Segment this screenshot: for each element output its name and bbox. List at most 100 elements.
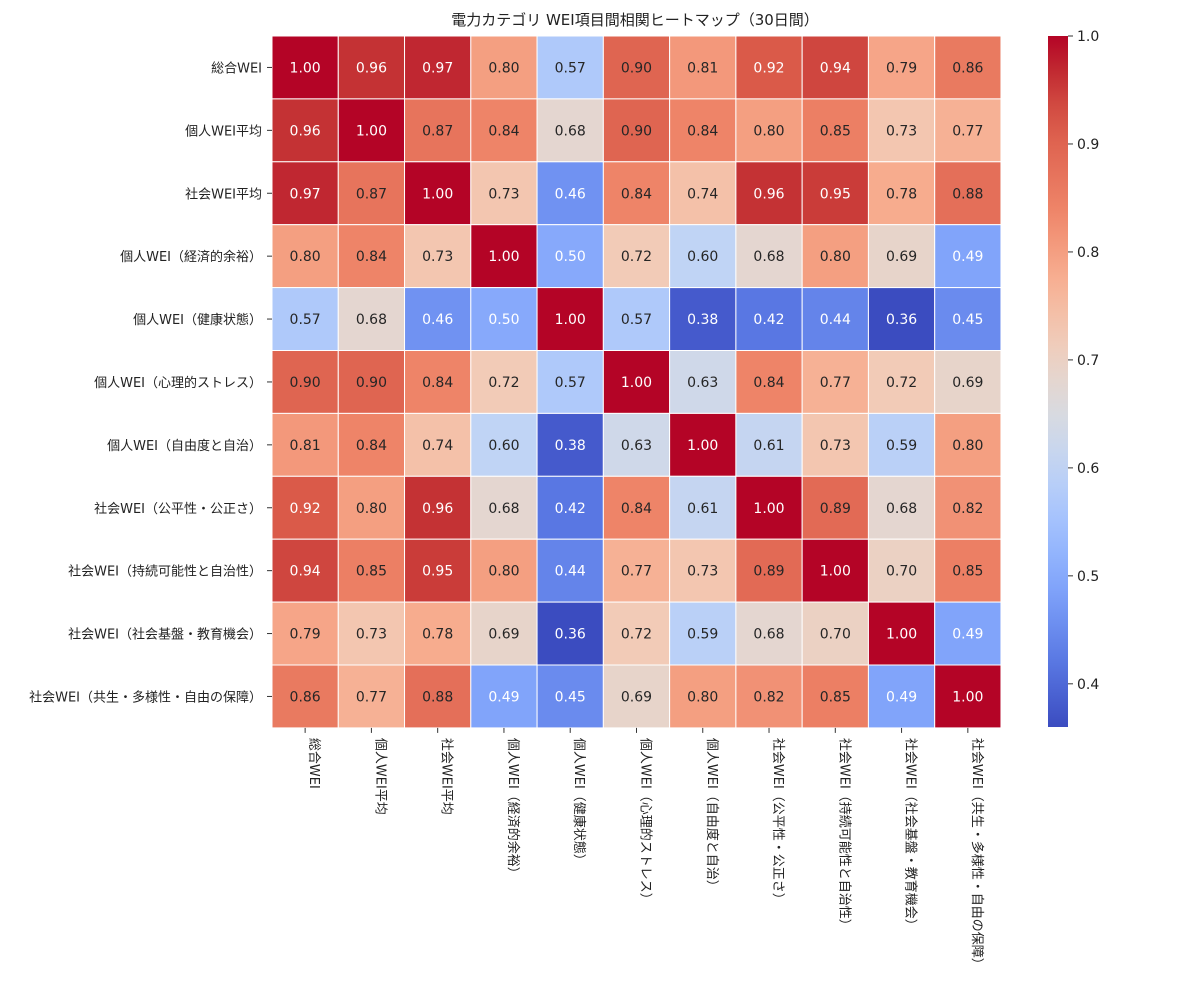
cell-value-label: 0.77 bbox=[952, 123, 983, 139]
heatmap-cell bbox=[867, 350, 936, 414]
heatmap-cell bbox=[536, 475, 604, 540]
heatmap-cell bbox=[602, 538, 671, 603]
x-axis-labels: 総合WEI 個人WEI平均 社会WEI平均 個人WEI（経済的余裕） 個人WEI（健康状… bbox=[304, 727, 985, 971]
cell-value-label: 0.90 bbox=[356, 375, 387, 391]
cell-value-label: 0.63 bbox=[687, 375, 718, 391]
cell-value-label: 0.46 bbox=[422, 312, 453, 328]
y-tick-label: 個人WEI平均 bbox=[185, 124, 262, 139]
cell-value-label: 0.69 bbox=[886, 249, 917, 265]
x-tick-label: 社会WEI（公平性・公正さ） bbox=[770, 738, 786, 906]
heatmap-cell bbox=[669, 538, 737, 603]
colorbar-tick-label: 0.8 bbox=[1077, 245, 1099, 261]
colorbar-tick-label: 0.7 bbox=[1077, 353, 1099, 369]
cell-value-label: 1.00 bbox=[687, 438, 718, 454]
heatmap-cell bbox=[735, 475, 803, 540]
heatmap-cell bbox=[669, 98, 737, 163]
cell-value-label: 0.92 bbox=[290, 501, 321, 517]
heatmap-cell bbox=[867, 475, 936, 540]
cell-value-label: 0.72 bbox=[621, 249, 652, 265]
heatmap-cell bbox=[735, 664, 803, 729]
heatmap-cell bbox=[867, 538, 936, 603]
heatmap-cell bbox=[735, 350, 803, 414]
cell-value-label: 0.36 bbox=[555, 627, 586, 643]
x-tick-label: 個人WEI（自由度と自治） bbox=[704, 738, 720, 893]
heatmap-cell bbox=[337, 224, 406, 289]
cell-value-label: 0.86 bbox=[290, 689, 321, 705]
heatmap-cell bbox=[934, 98, 1002, 163]
heatmap-cell bbox=[404, 161, 472, 226]
cell-value-label: 1.00 bbox=[886, 627, 917, 643]
cell-value-label: 0.79 bbox=[886, 60, 917, 76]
heatmap-cell bbox=[271, 538, 339, 603]
cell-value-label: 0.80 bbox=[356, 501, 387, 517]
heatmap-cell bbox=[801, 287, 869, 352]
cell-value-label: 0.79 bbox=[290, 627, 321, 643]
cell-value-label: 0.80 bbox=[290, 249, 321, 265]
cell-value-label: 0.44 bbox=[820, 312, 851, 328]
heatmap-cell bbox=[536, 161, 604, 226]
heatmap-cell bbox=[271, 98, 339, 163]
cell-value-label: 0.57 bbox=[621, 312, 652, 328]
cell-value-label: 0.87 bbox=[422, 123, 453, 139]
cell-value-label: 0.88 bbox=[952, 186, 983, 202]
cell-value-label: 0.84 bbox=[753, 375, 784, 391]
cell-value-label: 0.50 bbox=[555, 249, 586, 265]
heatmap-cell bbox=[602, 412, 671, 477]
cell-value-label: 0.69 bbox=[488, 627, 519, 643]
heatmap-cells: 1.00 0.96 0.97 0.80 0.57 0.90 0.81 0.92 0.94 0.79… bbox=[271, 35, 1002, 729]
cell-value-label: 0.72 bbox=[488, 375, 519, 391]
cell-value-label: 0.60 bbox=[488, 438, 519, 454]
heatmap-cell bbox=[934, 161, 1002, 226]
heatmap-cell bbox=[735, 287, 803, 352]
heatmap-cell bbox=[867, 412, 936, 477]
cell-value-label: 0.59 bbox=[886, 438, 917, 454]
heatmap-cell bbox=[470, 664, 538, 729]
colorbar-tick-label: 0.9 bbox=[1077, 137, 1099, 153]
cell-value-label: 0.80 bbox=[820, 249, 851, 265]
colorbar: 0.4 0.5 0.6 0.7 0.8 0.9 1.0 bbox=[1048, 29, 1099, 727]
heatmap-cell bbox=[602, 224, 671, 289]
y-tick-label: 個人WEI（自由度と自治） bbox=[107, 438, 262, 454]
heatmap-cell bbox=[801, 35, 869, 100]
cell-value-label: 0.96 bbox=[290, 123, 321, 139]
cell-value-label: 0.95 bbox=[820, 186, 851, 202]
cell-value-label: 0.80 bbox=[952, 438, 983, 454]
cell-value-label: 0.36 bbox=[886, 312, 917, 328]
heatmap-cell bbox=[735, 601, 803, 666]
heatmap-cell bbox=[867, 287, 936, 352]
heatmap-cell bbox=[934, 412, 1002, 477]
y-tick-label: 社会WEI平均 bbox=[185, 186, 262, 202]
heatmap-cell bbox=[867, 224, 936, 289]
heatmap-cell bbox=[470, 601, 538, 666]
cell-value-label: 0.81 bbox=[687, 60, 718, 76]
cell-value-label: 0.45 bbox=[952, 312, 983, 328]
cell-value-label: 0.90 bbox=[621, 123, 652, 139]
colorbar-tick-label: 0.4 bbox=[1077, 677, 1099, 693]
cell-value-label: 0.68 bbox=[555, 123, 586, 139]
cell-value-label: 0.97 bbox=[290, 186, 321, 202]
cell-value-label: 0.73 bbox=[886, 123, 917, 139]
heatmap-cell bbox=[669, 161, 737, 226]
cell-value-label: 0.80 bbox=[488, 564, 519, 580]
cell-value-label: 0.49 bbox=[886, 689, 917, 705]
y-tick-label: 社会WEI（共生・多様性・自由の保障） bbox=[29, 689, 262, 705]
x-tick-label: 社会WEI（持続可能性と自治性） bbox=[836, 738, 852, 932]
heatmap-cell bbox=[669, 35, 737, 100]
heatmap-cell bbox=[470, 224, 538, 289]
x-tick-label: 社会WEI（社会基盤・教育機会） bbox=[903, 738, 919, 932]
cell-value-label: 0.38 bbox=[687, 312, 718, 328]
heatmap-cell bbox=[801, 350, 869, 414]
heatmap-cell bbox=[801, 538, 869, 603]
heatmap-cell bbox=[934, 287, 1002, 352]
heatmap-cell bbox=[536, 412, 604, 477]
cell-value-label: 0.80 bbox=[488, 60, 519, 76]
cell-value-label: 0.49 bbox=[488, 689, 519, 705]
cell-value-label: 0.44 bbox=[555, 564, 586, 580]
heatmap-cell bbox=[337, 98, 406, 163]
cell-value-label: 0.69 bbox=[952, 375, 983, 391]
heatmap-cell bbox=[337, 161, 406, 226]
chart-title: 電力カテゴリ WEI項目間相関ヒートマップ（30日間） bbox=[451, 11, 819, 29]
cell-value-label: 0.49 bbox=[952, 627, 983, 643]
colorbar-tick-label: 0.6 bbox=[1077, 461, 1099, 477]
